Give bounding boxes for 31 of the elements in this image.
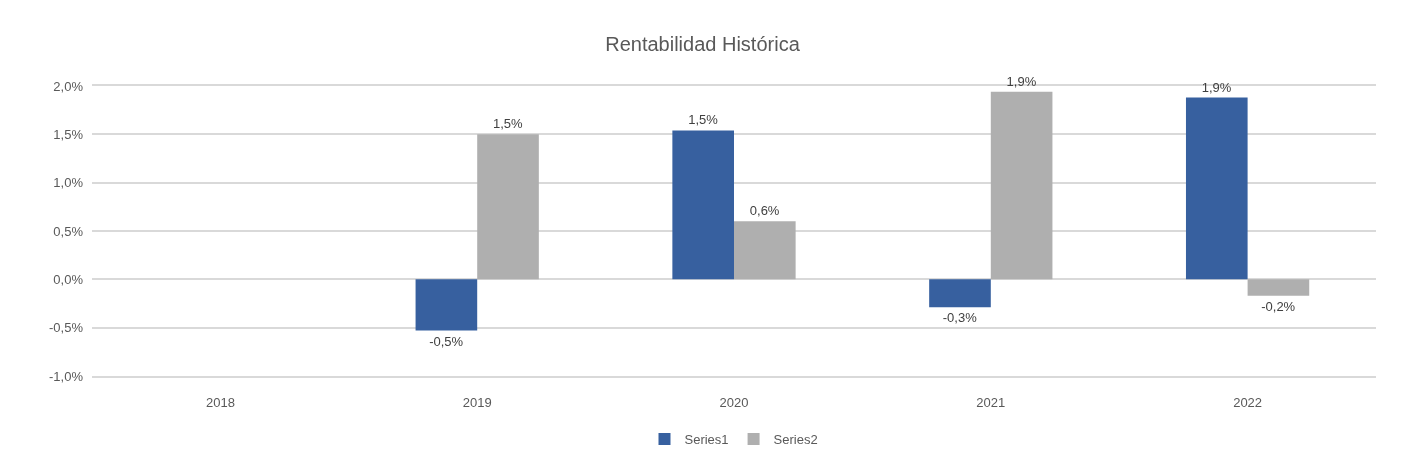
x-tick-label: 2020	[719, 395, 749, 411]
bar	[477, 134, 539, 280]
data-label: 1,5%	[492, 116, 524, 132]
x-tick-label: 2021	[976, 395, 1006, 411]
y-tick-label: 1,0%	[53, 175, 84, 191]
bar	[1185, 97, 1248, 280]
bar	[734, 221, 796, 280]
y-tick-label: 0,0%	[53, 271, 84, 287]
bar	[1247, 279, 1310, 296]
y-tick-label: 0,5%	[53, 223, 84, 239]
data-label: -0,5%	[429, 333, 464, 349]
y-tick-label: -0,5%	[49, 320, 84, 336]
y-tick-label: 2,0%	[53, 78, 84, 94]
data-label: 1,9%	[1006, 73, 1037, 89]
data-label: 0,6%	[749, 203, 780, 219]
x-tick-label: 2022	[1233, 395, 1263, 411]
data-label: -0,2%	[1261, 298, 1296, 314]
bar	[929, 279, 991, 308]
x-tick-label: 2019	[462, 395, 492, 411]
data-label: 1,5%	[688, 112, 719, 128]
data-label: 1,9%	[1201, 79, 1232, 95]
bar	[672, 130, 734, 280]
data-label: -0,3%	[942, 310, 978, 326]
bar	[990, 91, 1053, 280]
legend-label: Series2	[773, 432, 818, 448]
bar	[415, 279, 478, 331]
chart-title: Rentabilidad Histórica	[605, 33, 801, 55]
legend-label: Series1	[684, 432, 729, 448]
x-tick-label: 2018	[205, 395, 235, 411]
y-tick-label: 1,5%	[53, 126, 84, 142]
y-tick-label: -1,0%	[49, 368, 84, 384]
